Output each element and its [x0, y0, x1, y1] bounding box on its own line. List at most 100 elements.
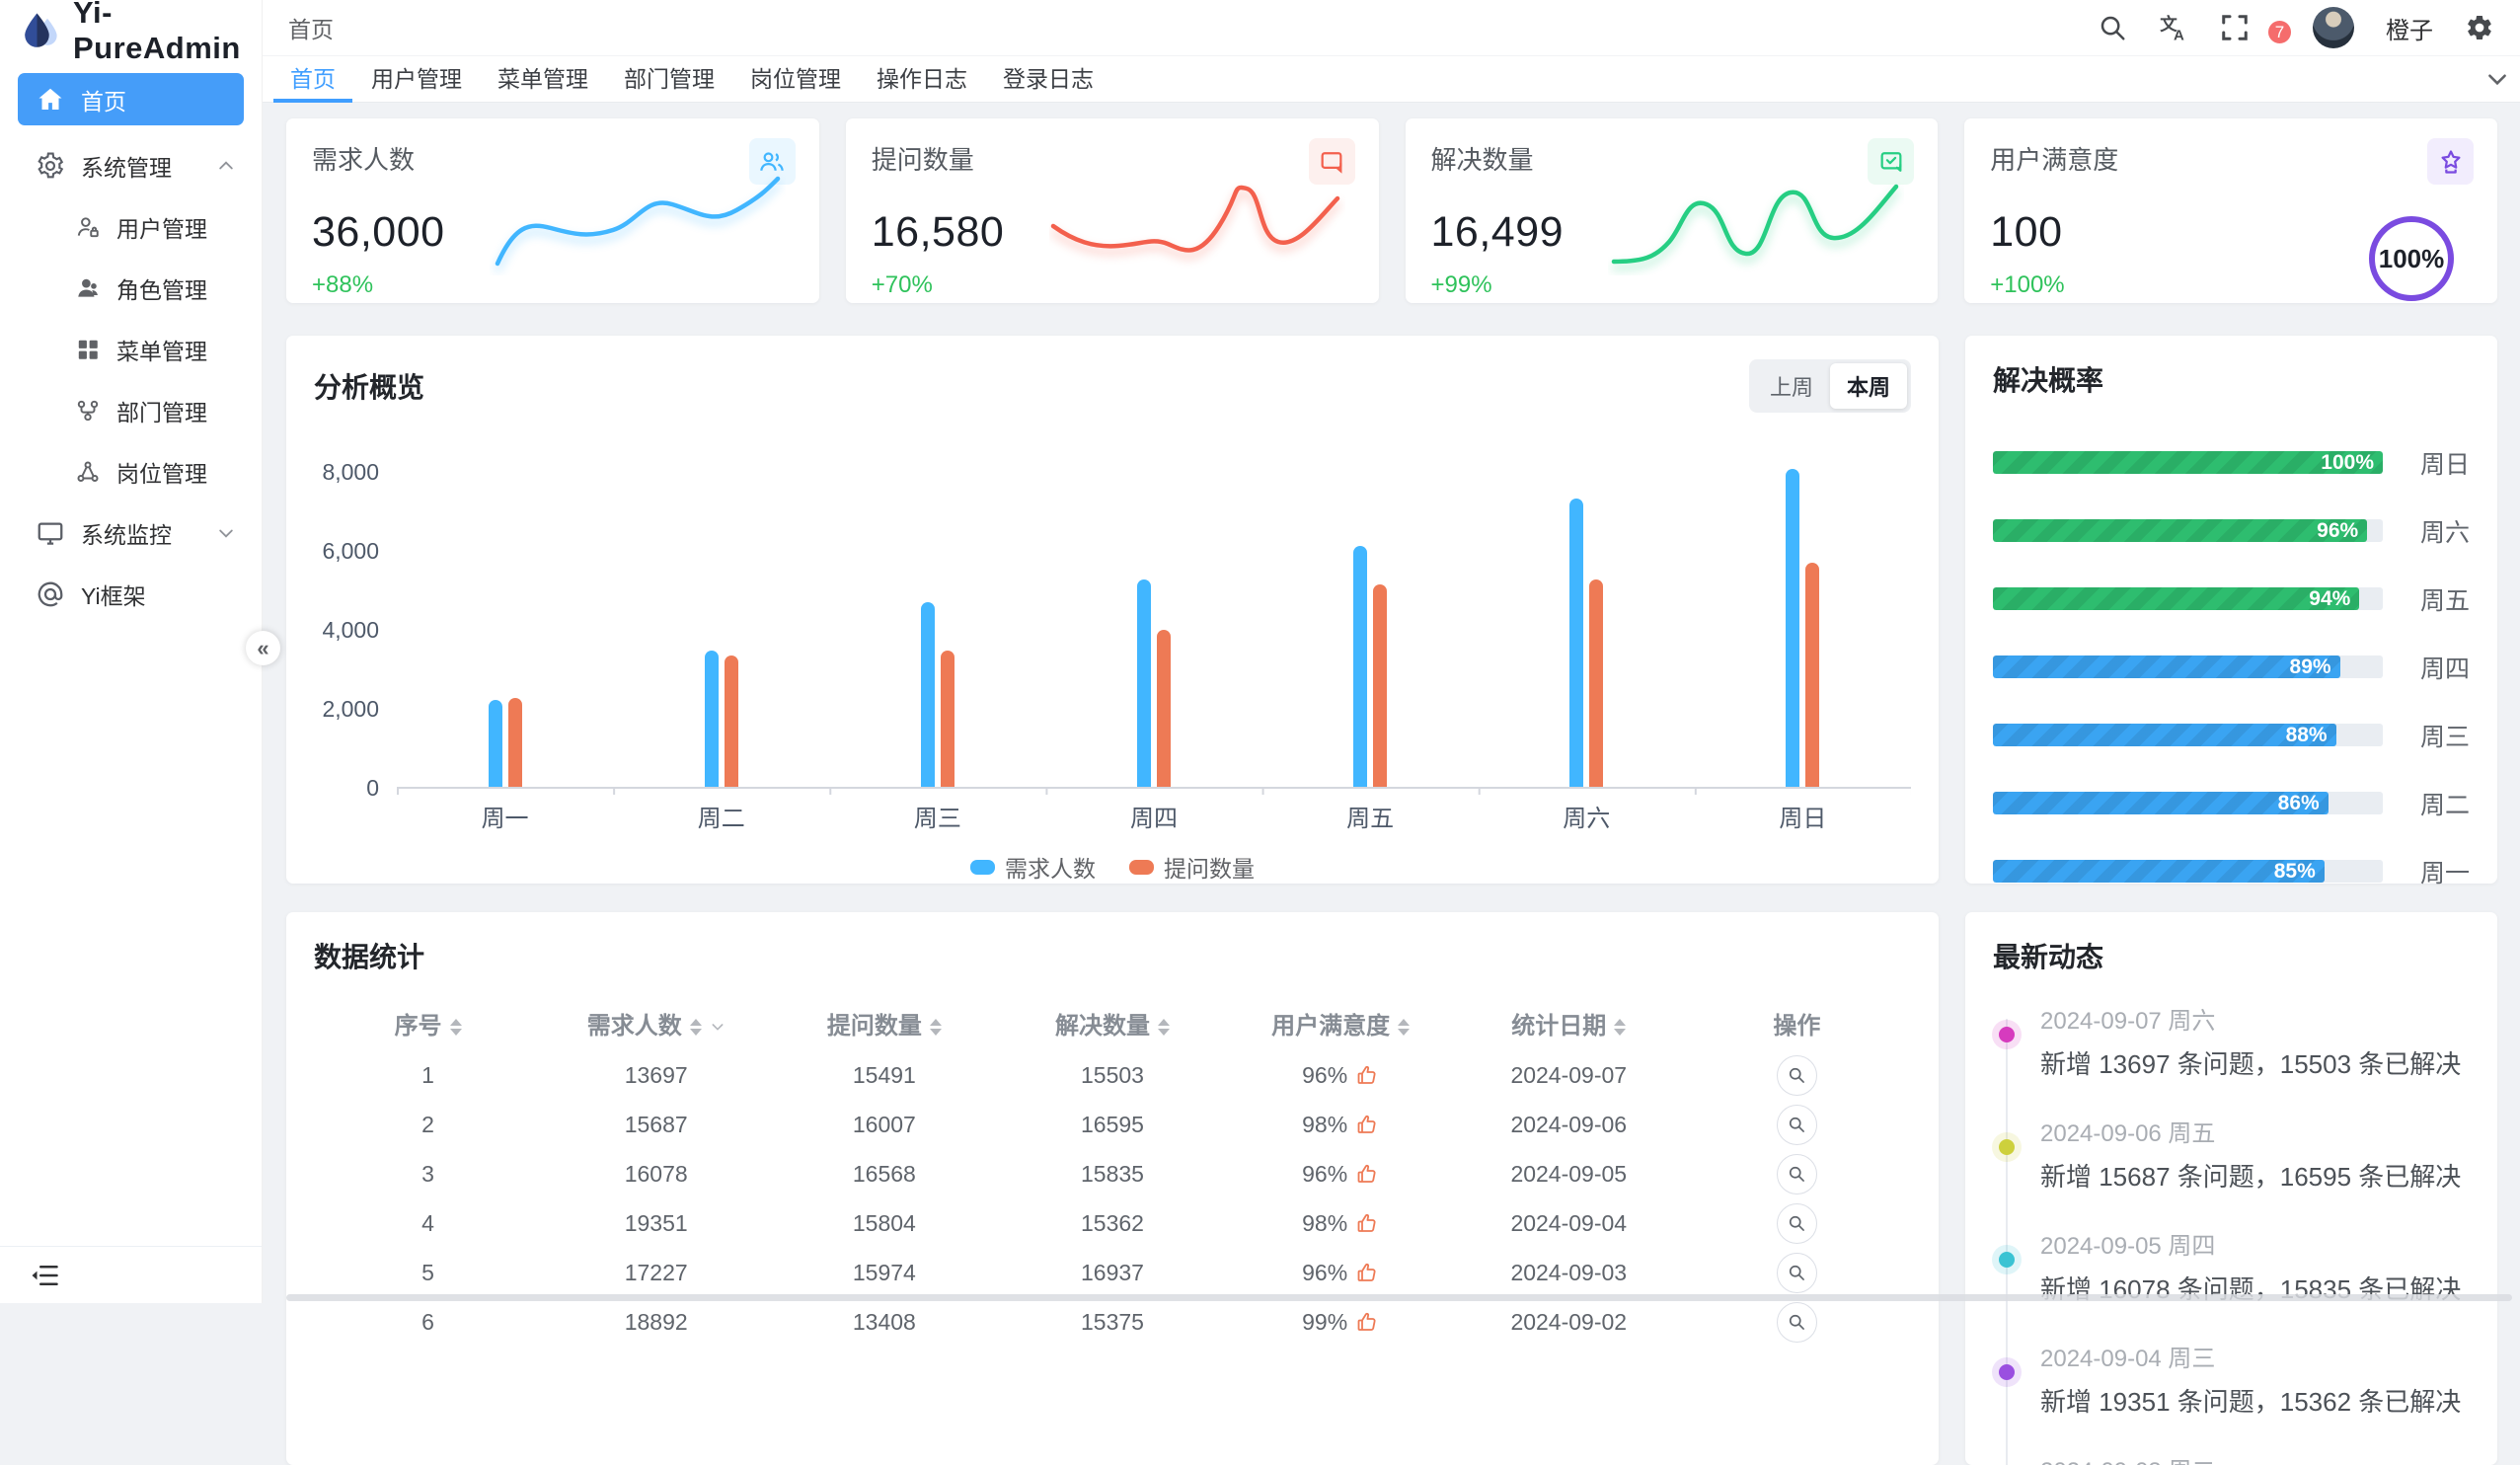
column-header-统计日期[interactable]: 统计日期	[1455, 995, 1683, 1050]
sort-caret-icon[interactable]	[930, 1019, 942, 1036]
settings-gear-icon[interactable]	[2465, 13, 2494, 42]
tab-操作日志[interactable]: 操作日志	[860, 55, 984, 103]
tab-登录日志[interactable]: 登录日志	[986, 55, 1110, 103]
sidebar-item-系统监控[interactable]: 系统监控	[0, 502, 262, 564]
table-cell: 6	[314, 1297, 542, 1347]
stat-card-solved: 解决数量 16,499 +99%	[1406, 118, 1939, 303]
satisfaction-cell: 99%	[1227, 1297, 1455, 1347]
user-avatar[interactable]	[2313, 7, 2354, 48]
activity-date: 2024-09-06 周五	[2040, 1114, 2470, 1148]
operation-cell	[1683, 1198, 1911, 1248]
tab-用户管理[interactable]: 用户管理	[354, 55, 479, 103]
fullscreen-icon[interactable]	[2220, 13, 2250, 42]
column-header-用户满意度[interactable]: 用户满意度	[1227, 995, 1455, 1050]
column-header-解决数量[interactable]: 解决数量	[998, 995, 1226, 1050]
data-statistics-title: 数据统计	[314, 942, 424, 972]
view-row-button[interactable]	[1777, 1154, 1817, 1195]
toggle-本周[interactable]: 本周	[1830, 363, 1907, 409]
sparkline-blue	[490, 167, 786, 275]
filter-chevron-icon[interactable]	[710, 1019, 725, 1035]
x-tick-label: 周六	[1479, 799, 1695, 833]
progress-track: 85%	[1993, 860, 2383, 883]
progress-fill: 88%	[1993, 724, 2336, 746]
table-cell: 13697	[542, 1050, 770, 1100]
svg-text:A: A	[2174, 28, 2184, 43]
column-header-提问数量[interactable]: 提问数量	[770, 995, 998, 1050]
sort-caret-icon[interactable]	[1398, 1019, 1410, 1036]
timeline-dot	[1999, 1364, 2015, 1380]
legend-swatch	[1129, 860, 1154, 875]
sort-caret-icon[interactable]	[690, 1019, 702, 1036]
bar-group-周六: 周六	[1479, 450, 1695, 787]
column-header-操作[interactable]: 操作	[1683, 995, 1911, 1050]
progress-fill: 100%	[1993, 451, 2383, 474]
horizontal-scrollbar[interactable]	[286, 1294, 2512, 1301]
sidebar-item-系统管理[interactable]: 系统管理	[0, 135, 262, 196]
sidebar-item-角色管理[interactable]: 角色管理	[0, 258, 262, 319]
table-cell: 15974	[770, 1248, 998, 1297]
sort-caret-icon[interactable]	[450, 1019, 462, 1036]
view-row-button[interactable]	[1777, 1105, 1817, 1145]
tab-部门管理[interactable]: 部门管理	[607, 55, 731, 103]
satisfaction-value: 98%	[1302, 1112, 1379, 1138]
x-tick-label: 周一	[397, 799, 613, 833]
sidebar-collapse-button[interactable]: «	[246, 631, 280, 665]
view-row-button[interactable]	[1777, 1253, 1817, 1293]
toggle-上周[interactable]: 上周	[1753, 363, 1830, 409]
satisfaction-value: 96%	[1302, 1161, 1379, 1188]
tab-菜单管理[interactable]: 菜单管理	[481, 55, 605, 103]
app-logo-row[interactable]: Yi-PureAdmin	[0, 0, 262, 61]
satisfaction-cell: 96%	[1227, 1248, 1455, 1297]
table-cell: 16595	[998, 1100, 1226, 1149]
view-row-button[interactable]	[1777, 1203, 1817, 1244]
activity-item: 2024-09-04 周三新增 19351 条问题，15362 条已解决	[2040, 1339, 2470, 1419]
tab-首页[interactable]: 首页	[273, 55, 352, 103]
stat-card-satisfaction: 用户满意度 100 +100% 100%	[1964, 118, 2497, 303]
column-header-需求人数[interactable]: 需求人数	[542, 995, 770, 1050]
search-icon[interactable]	[2098, 13, 2127, 42]
tabbar-chevron-down-icon[interactable]	[2484, 66, 2510, 92]
view-row-button[interactable]	[1777, 1302, 1817, 1343]
sidebar-item-首页[interactable]: 首页	[18, 73, 244, 125]
sidebar-item-岗位管理[interactable]: 岗位管理	[0, 441, 262, 502]
y-tick-label: 6,000	[322, 540, 379, 563]
bar-需求人数	[1137, 579, 1151, 787]
sidebar-item-部门管理[interactable]: 部门管理	[0, 380, 262, 441]
sidebar-item-用户管理[interactable]: 用户管理	[0, 196, 262, 258]
operation-cell	[1683, 1149, 1911, 1198]
progress-fill: 86%	[1993, 792, 2329, 814]
bar-提问数量	[1805, 563, 1819, 787]
activity-item: 2024-09-06 周五新增 15687 条问题，16595 条已解决	[2040, 1114, 2470, 1194]
column-header-序号[interactable]: 序号	[314, 995, 542, 1050]
satisfaction-cell: 96%	[1227, 1050, 1455, 1100]
chevron-down-icon	[216, 523, 236, 543]
sort-caret-icon[interactable]	[1614, 1019, 1626, 1036]
view-row-button[interactable]	[1777, 1055, 1817, 1096]
activity-date: 2024-09-05 周四	[2040, 1226, 2470, 1261]
operation-cell	[1683, 1297, 1911, 1347]
sidebar-item-Yi框架[interactable]: Yi框架	[0, 564, 262, 625]
solve-rate-row-周六: 96%周六	[1993, 497, 2470, 565]
gear-icon	[36, 151, 65, 181]
table-cell: 2	[314, 1100, 542, 1149]
sparkline-green	[1608, 167, 1904, 275]
sidebar-item-菜单管理[interactable]: 菜单管理	[0, 319, 262, 380]
thumbs-up-icon	[1355, 1310, 1379, 1334]
bar-提问数量	[508, 698, 522, 787]
bar-group-周三: 周三	[829, 450, 1045, 787]
progress-day-label: 周三	[2408, 718, 2470, 753]
bar-提问数量	[1589, 579, 1603, 787]
menu-fold-icon[interactable]	[30, 1261, 59, 1290]
bar-group-周日: 周日	[1695, 450, 1911, 787]
date-cell: 2024-09-03	[1455, 1248, 1683, 1297]
progress-day-label: 周一	[2408, 854, 2470, 889]
data-table-header-row: 序号需求人数提问数量解决数量用户满意度统计日期操作	[314, 995, 1911, 1050]
sort-caret-icon[interactable]	[1158, 1019, 1170, 1036]
tab-岗位管理[interactable]: 岗位管理	[733, 55, 858, 103]
